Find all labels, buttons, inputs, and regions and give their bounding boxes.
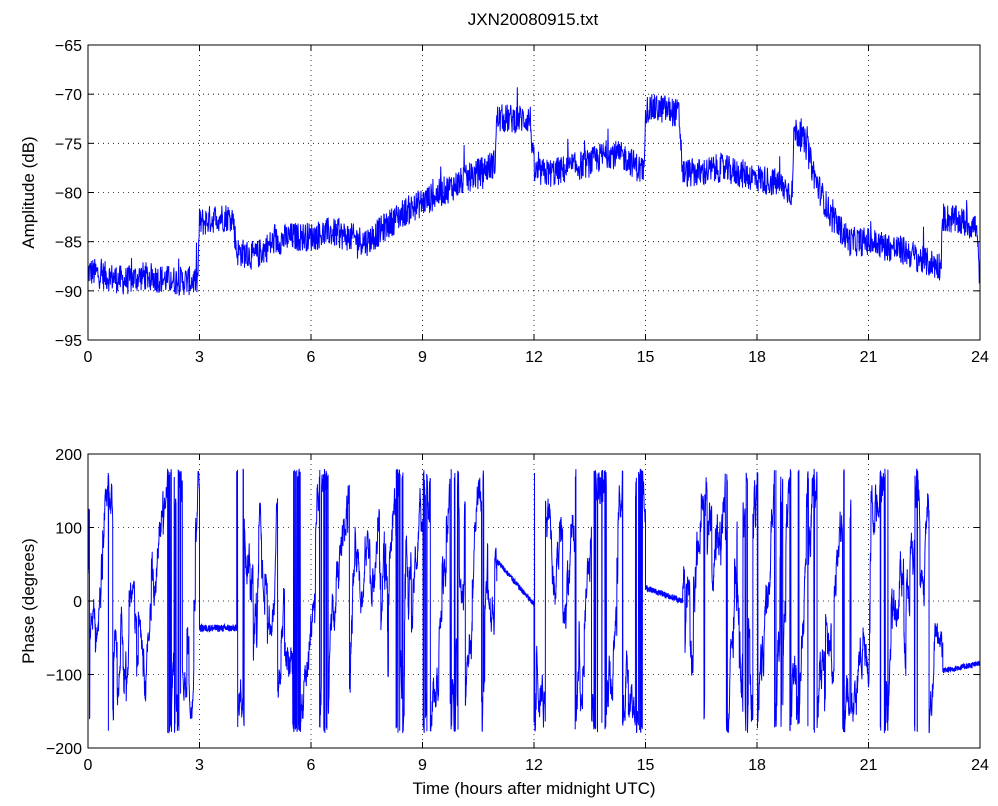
amplitude-x-tick-label: 3 bbox=[195, 349, 204, 366]
amplitude-x-tick-label: 15 bbox=[637, 349, 655, 366]
amplitude-x-tick-label: 21 bbox=[860, 349, 878, 366]
amplitude-y-tick-label: −90 bbox=[55, 284, 82, 301]
phase-x-tick-label: 24 bbox=[971, 757, 989, 774]
phase-x-tick-label: 12 bbox=[525, 757, 543, 774]
amplitude-y-tick-label: −65 bbox=[55, 38, 82, 55]
amplitude-y-tick-label: −95 bbox=[55, 333, 82, 350]
amplitude-axes: 0 3 6 9 12 15 18 21 24 −95 −90 −85 −80 −75 −70 −65 Ampli… bbox=[19, 38, 989, 366]
amplitude-x-tick-label: 24 bbox=[971, 349, 989, 366]
amplitude-y-tick-label: −85 bbox=[55, 235, 82, 252]
amplitude-x-tick-label: 12 bbox=[525, 349, 543, 366]
phase-x-tick-label: 15 bbox=[637, 757, 655, 774]
amplitude-x-tick-label: 6 bbox=[307, 349, 316, 366]
amplitude-x-tick-label: 9 bbox=[418, 349, 427, 366]
phase-y-tick-label: 100 bbox=[55, 521, 82, 538]
phase-y-tick-label: 200 bbox=[55, 447, 82, 464]
phase-y-axis-title: Phase (degrees) bbox=[19, 538, 38, 664]
amplitude-y-tick-label: −80 bbox=[55, 186, 82, 203]
phase-x-tick-label: 3 bbox=[195, 757, 204, 774]
phase-x-tick-label: 18 bbox=[748, 757, 766, 774]
amplitude-y-axis-title: Amplitude (dB) bbox=[19, 136, 38, 248]
figure-title: JXN20080915.txt bbox=[468, 10, 599, 29]
phase-x-tick-label: 0 bbox=[84, 757, 93, 774]
amplitude-y-tick-label: −70 bbox=[55, 87, 82, 104]
amplitude-x-tick-label: 0 bbox=[84, 349, 93, 366]
phase-x-tick-label: 9 bbox=[418, 757, 427, 774]
amplitude-x-tick-label: 18 bbox=[748, 349, 766, 366]
amplitude-y-tick-label: −75 bbox=[55, 136, 82, 153]
phase-axes: 0 3 6 9 12 15 18 21 24 −200 −100 0 100 200 Phase (degr… bbox=[19, 447, 989, 798]
phase-y-tick-label: −200 bbox=[46, 741, 82, 758]
amplitude-series-line bbox=[87, 87, 981, 296]
phase-x-tick-label: 21 bbox=[860, 757, 878, 774]
phase-x-axis-title: Time (hours after midnight UTC) bbox=[412, 779, 655, 798]
phase-series-line bbox=[87, 468, 981, 734]
phase-y-tick-label: −100 bbox=[46, 668, 82, 685]
phase-x-tick-label: 6 bbox=[307, 757, 316, 774]
phase-y-tick-label: 0 bbox=[73, 594, 82, 611]
